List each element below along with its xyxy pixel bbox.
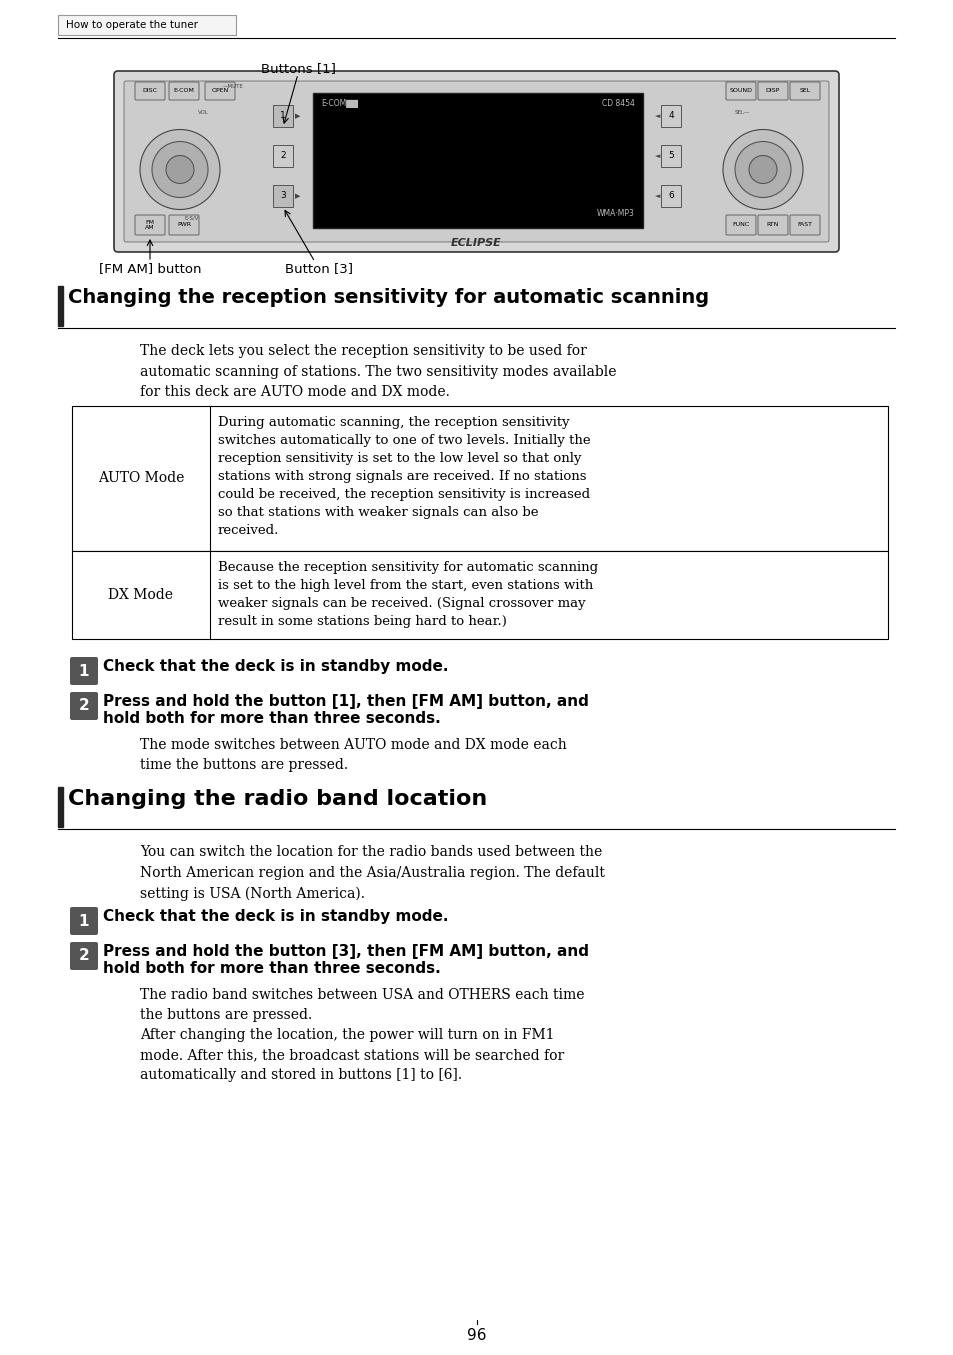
Text: 96: 96 bbox=[467, 1328, 486, 1343]
FancyBboxPatch shape bbox=[205, 83, 234, 100]
Text: Check that the deck is in standby mode.: Check that the deck is in standby mode. bbox=[103, 909, 448, 924]
Text: FAST: FAST bbox=[797, 222, 812, 228]
Circle shape bbox=[152, 141, 208, 198]
FancyBboxPatch shape bbox=[135, 83, 165, 100]
Text: How to operate the tuner: How to operate the tuner bbox=[66, 20, 198, 30]
Text: The deck lets you select the reception sensitivity to be used for
automatic scan: The deck lets you select the reception s… bbox=[140, 344, 616, 400]
FancyBboxPatch shape bbox=[113, 70, 838, 252]
Text: Because the reception sensitivity for automatic scanning
is set to the high leve: Because the reception sensitivity for au… bbox=[218, 561, 598, 627]
Text: 6: 6 bbox=[667, 191, 673, 201]
FancyBboxPatch shape bbox=[725, 83, 755, 100]
Bar bbox=[273, 104, 293, 127]
FancyBboxPatch shape bbox=[758, 215, 787, 234]
FancyBboxPatch shape bbox=[124, 81, 828, 243]
Bar bbox=[273, 186, 293, 207]
FancyBboxPatch shape bbox=[70, 942, 98, 970]
Text: FUNC: FUNC bbox=[732, 222, 749, 228]
Text: 4: 4 bbox=[667, 111, 673, 121]
Text: WMA·MP3: WMA·MP3 bbox=[597, 209, 635, 218]
Bar bbox=[660, 104, 680, 127]
Circle shape bbox=[734, 141, 790, 198]
Text: [FM AM] button: [FM AM] button bbox=[99, 262, 201, 275]
Text: SEL—: SEL— bbox=[734, 111, 750, 115]
Bar bbox=[273, 145, 293, 167]
Text: Button [3]: Button [3] bbox=[285, 262, 353, 275]
Text: The mode switches between AUTO mode and DX mode each
time the buttons are presse: The mode switches between AUTO mode and … bbox=[140, 738, 566, 772]
Text: E-COM██: E-COM██ bbox=[320, 99, 357, 107]
Text: CD 8454: CD 8454 bbox=[601, 99, 635, 107]
FancyBboxPatch shape bbox=[135, 215, 165, 234]
FancyBboxPatch shape bbox=[58, 15, 235, 35]
FancyBboxPatch shape bbox=[758, 83, 787, 100]
Text: During automatic scanning, the reception sensitivity
switches automatically to o: During automatic scanning, the reception… bbox=[218, 416, 590, 537]
FancyBboxPatch shape bbox=[70, 657, 98, 686]
FancyBboxPatch shape bbox=[70, 906, 98, 935]
Text: VOL: VOL bbox=[198, 111, 209, 115]
Circle shape bbox=[166, 156, 193, 183]
Circle shape bbox=[722, 130, 802, 210]
Text: E-COM: E-COM bbox=[173, 88, 194, 93]
Text: Changing the reception sensitivity for automatic scanning: Changing the reception sensitivity for a… bbox=[68, 289, 708, 308]
Text: 5: 5 bbox=[667, 152, 673, 160]
Bar bbox=[71, 406, 887, 551]
Text: ◄: ◄ bbox=[655, 153, 659, 159]
FancyBboxPatch shape bbox=[169, 83, 199, 100]
Bar bbox=[660, 186, 680, 207]
FancyBboxPatch shape bbox=[789, 83, 820, 100]
Bar bbox=[313, 93, 642, 228]
Text: 1: 1 bbox=[79, 664, 90, 679]
Text: ▶: ▶ bbox=[294, 192, 300, 199]
Text: DISC: DISC bbox=[142, 88, 157, 93]
Text: 1: 1 bbox=[280, 111, 286, 121]
Text: ◄: ◄ bbox=[655, 112, 659, 119]
Text: ▶: ▶ bbox=[294, 112, 300, 119]
Text: 1: 1 bbox=[79, 913, 90, 928]
Text: E-S/V: E-S/V bbox=[185, 215, 199, 221]
Text: DX Mode: DX Mode bbox=[109, 588, 173, 602]
FancyBboxPatch shape bbox=[725, 215, 755, 234]
Bar bbox=[71, 551, 887, 640]
Text: The radio band switches between USA and OTHERS each time
the buttons are pressed: The radio band switches between USA and … bbox=[140, 988, 584, 1083]
Text: —MUTE: —MUTE bbox=[223, 84, 244, 89]
Bar bbox=[58, 286, 63, 327]
Text: Check that the deck is in standby mode.: Check that the deck is in standby mode. bbox=[103, 659, 448, 673]
Text: You can switch the location for the radio bands used between the
North American : You can switch the location for the radi… bbox=[140, 846, 604, 901]
Text: DISP: DISP bbox=[765, 88, 780, 93]
Text: ◄: ◄ bbox=[655, 192, 659, 199]
Bar bbox=[58, 787, 63, 827]
Text: RTN: RTN bbox=[766, 222, 779, 228]
Text: OPEN: OPEN bbox=[212, 88, 229, 93]
Text: 3: 3 bbox=[280, 191, 286, 201]
Text: SEL: SEL bbox=[799, 88, 810, 93]
FancyBboxPatch shape bbox=[169, 215, 199, 234]
Text: SOUND: SOUND bbox=[729, 88, 752, 93]
Text: Press and hold the button [1], then [FM AM] button, and
hold both for more than : Press and hold the button [1], then [FM … bbox=[103, 694, 588, 726]
Text: 2: 2 bbox=[78, 698, 90, 714]
Text: PWR: PWR bbox=[177, 222, 191, 228]
Text: 2: 2 bbox=[78, 948, 90, 963]
Text: AUTO Mode: AUTO Mode bbox=[98, 472, 184, 485]
Text: 2: 2 bbox=[280, 152, 286, 160]
Bar bbox=[660, 145, 680, 167]
Circle shape bbox=[748, 156, 776, 183]
Text: FM
AM: FM AM bbox=[145, 220, 154, 230]
FancyBboxPatch shape bbox=[70, 692, 98, 720]
Text: Changing the radio band location: Changing the radio band location bbox=[68, 789, 487, 809]
Text: Press and hold the button [3], then [FM AM] button, and
hold both for more than : Press and hold the button [3], then [FM … bbox=[103, 944, 588, 977]
Text: ECLIPSE: ECLIPSE bbox=[451, 238, 501, 248]
Text: Buttons [1]: Buttons [1] bbox=[260, 62, 335, 75]
Circle shape bbox=[140, 130, 220, 210]
FancyBboxPatch shape bbox=[789, 215, 820, 234]
